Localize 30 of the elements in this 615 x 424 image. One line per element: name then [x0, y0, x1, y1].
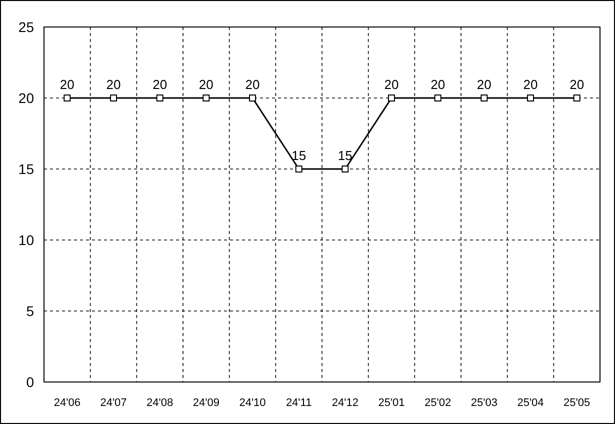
x-tick-label: 24'06 — [54, 397, 80, 409]
data-label: 20 — [430, 77, 446, 92]
y-tick-label: 5 — [26, 302, 34, 319]
data-label: 20 — [245, 77, 260, 92]
data-label: 20 — [570, 77, 584, 92]
data-label: 20 — [476, 77, 492, 92]
data-label: 20 — [152, 77, 168, 92]
x-tick-label: 24'08 — [146, 397, 174, 409]
data-label: 20 — [60, 77, 74, 92]
x-tick-label: 25'04 — [517, 397, 544, 409]
data-label: 20 — [523, 77, 538, 92]
data-label: 15 — [338, 148, 352, 163]
x-tick-label: 25'02 — [424, 397, 452, 409]
data-label: 20 — [106, 77, 121, 92]
x-tick-label: 24'09 — [192, 397, 220, 409]
data-label: 20 — [384, 77, 399, 92]
x-tick-label: 24'12 — [332, 397, 358, 409]
x-tick-label: 24'10 — [239, 397, 266, 409]
y-tick-label: 25 — [18, 18, 34, 35]
x-tick-label: 24'07 — [100, 397, 127, 409]
x-tick-label: 25'05 — [564, 397, 590, 409]
x-tick-label: 24'11 — [286, 397, 312, 409]
y-tick-label: 20 — [18, 90, 34, 106]
x-tick-label: 25'01 — [378, 397, 405, 409]
y-tick-label: 15 — [18, 160, 34, 177]
y-tick-label: 10 — [18, 232, 34, 248]
data-label: 15 — [292, 148, 306, 163]
data-label: 20 — [198, 77, 214, 92]
y-tick-label: 0 — [26, 374, 34, 390]
x-tick-label: 25'03 — [470, 397, 498, 409]
